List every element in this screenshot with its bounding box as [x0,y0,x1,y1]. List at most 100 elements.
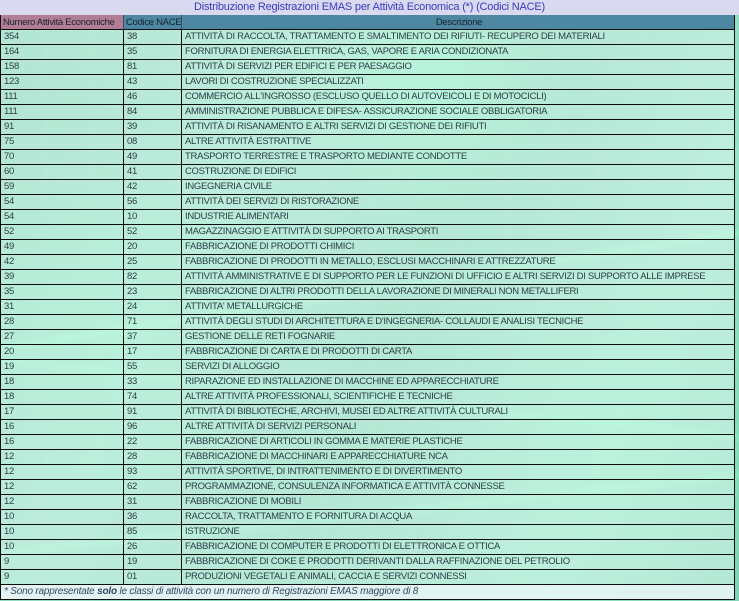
cell-numero-attivita: 12 [4,451,14,462]
table-row: 16 96 ALTRE ATTIVITÀ DI SERVIZI PERSONALI [1,420,734,435]
table-row: 31 24 ATTIVITA' METALLURGICHE [1,300,734,315]
cell-descrizione: FABBRICAZIONE DI CARTA E DI PRODOTTI DI … [181,345,734,359]
cell-descrizione: RACCOLTA, TRATTAMENTO E FORNITURA DI ACQ… [181,510,734,524]
nace-distribution-table: Numero Attività Economiche Codice NACE D… [0,15,735,585]
cell-numero-attivita: 20 [4,346,14,357]
table-header-row: Numero Attività Economiche Codice NACE D… [1,15,734,30]
cell-numero-attivita: 17 [4,406,14,417]
table-row: 9 19 FABBRICAZIONE DI COKE E PRODOTTI DERI… [1,555,734,570]
table-row: 27 37 GESTIONE DELLE RETI FOGNARIE [1,330,734,345]
cell-codice-nace: 33 [123,375,181,389]
cell-codice-nace: 25 [123,255,181,269]
table-row: 59 42 INGEGNERIA CIVILE [1,180,734,195]
cell-numero-attivita: 164 [4,46,19,57]
cell-descrizione: FABBRICAZIONE DI COKE E PRODOTTI DERIVAN… [181,555,734,569]
cell-descrizione: MAGAZZINAGGIO E ATTIVITÀ DI SUPPORTO AI … [181,225,734,239]
cell-descrizione: FABBRICAZIONE DI ARTICOLI IN GOMMA E MAT… [181,435,734,449]
cell-descrizione: ATTIVITÀ DI RISANAMENTO E ALTRI SERVIZI … [181,120,734,134]
cell-codice-nace: 41 [123,165,181,179]
cell-numero-attivita: 12 [4,466,14,477]
cell-descrizione: INDUSTRIE ALIMENTARI [181,210,734,224]
footnote-suffix: le classi di attività con un numero di R… [116,586,419,597]
footnote: * Sono rappresentate solo le classi di a… [0,585,735,600]
table-body: 354 38 ATTIVITÀ DI RACCOLTA, TRATTAMENTO E… [1,30,734,585]
cell-numero-attivita: 19 [4,361,14,372]
cell-descrizione: COSTRUZIONE DI EDIFICI [181,165,734,179]
table-row: 16 22 FABBRICAZIONE DI ARTICOLI IN GOMMA E… [1,435,734,450]
column-header-codice-nace: Codice NACE [123,15,181,29]
cell-codice-nace: 81 [123,60,181,74]
table-row: 12 93 ATTIVITÀ SPORTIVE, DI INTRATTENIMENT… [1,465,734,480]
cell-numero-attivita: 42 [4,256,14,267]
cell-numero-attivita: 10 [4,511,14,522]
table-row: 354 38 ATTIVITÀ DI RACCOLTA, TRATTAMENTO E… [1,30,734,45]
cell-codice-nace: 28 [123,450,181,464]
cell-numero-attivita: 28 [4,316,14,327]
cell-numero-attivita: 35 [4,286,14,297]
cell-descrizione: LAVORI DI COSTRUZIONE SPECIALIZZATI [181,75,734,89]
cell-numero-attivita: 111 [4,106,18,117]
cell-codice-nace: 26 [123,540,181,554]
cell-descrizione: SERVIZI DI ALLOGGIO [181,360,734,374]
cell-descrizione: ATTIVITA' METALLURGICHE [181,300,734,314]
footnote-prefix: * Sono rappresentate [4,586,98,597]
table-row: 75 08 ALTRE ATTIVITÀ ESTRATTIVE [1,135,734,150]
cell-descrizione: FABBRICAZIONE DI MOBILI [181,495,734,509]
cell-numero-attivita: 59 [4,181,14,192]
cell-numero-attivita: 111 [4,91,18,102]
cell-codice-nace: 35 [123,45,181,59]
cell-codice-nace: 20 [123,240,181,254]
cell-codice-nace: 84 [123,105,181,119]
cell-descrizione: PRODUZIONI VEGETALI E ANIMALI, CACCIA E … [181,570,734,584]
footnote-emphasis: solo [97,586,117,597]
table-row: 49 20 FABBRICAZIONE DI PRODOTTI CHIMICI [1,240,734,255]
cell-numero-attivita: 91 [4,121,14,132]
cell-numero-attivita: 54 [4,196,14,207]
table-row: 10 36 RACCOLTA, TRATTAMENTO E FORNITURA DI… [1,510,734,525]
cell-codice-nace: 52 [123,225,181,239]
cell-numero-attivita: 9 [4,571,9,582]
cell-descrizione: ATTIVITÀ DI RACCOLTA, TRATTAMENTO E SMAL… [181,30,734,44]
cell-codice-nace: 22 [123,435,181,449]
table-row: 70 49 TRASPORTO TERRESTRE E TRASPORTO MEDI… [1,150,734,165]
cell-descrizione: ISTRUZIONE [181,525,734,539]
cell-descrizione: FABBRICAZIONE DI ALTRI PRODOTTI DELLA LA… [181,285,734,299]
cell-codice-nace: 24 [123,300,181,314]
cell-descrizione: FABBRICAZIONE DI COMPUTER E PRODOTTI DI … [181,540,734,554]
cell-numero-attivita: 12 [4,481,14,492]
cell-codice-nace: 39 [123,120,181,134]
table-row: 19 55 SERVIZI DI ALLOGGIO [1,360,734,375]
table-row: 54 10 INDUSTRIE ALIMENTARI [1,210,734,225]
cell-numero-attivita: 16 [4,436,14,447]
cell-codice-nace: 31 [123,495,181,509]
cell-descrizione: FABBRICAZIONE DI PRODOTTI IN METALLO, ES… [181,255,734,269]
cell-codice-nace: 71 [123,315,181,329]
cell-descrizione: ATTIVITÀ DEGLI STUDI DI ARCHITETTURA E D… [181,315,734,329]
cell-numero-attivita: 54 [4,211,14,222]
cell-descrizione: ATTIVITÀ DEI SERVIZI DI RISTORAZIONE [181,195,734,209]
page-title: Distribuzione Registrazioni EMAS per Att… [0,0,739,15]
cell-codice-nace: 42 [123,180,181,194]
cell-codice-nace: 01 [123,570,181,584]
table-row: 60 41 COSTRUZIONE DI EDIFICI [1,165,734,180]
cell-descrizione: FORNITURA DI ENERGIA ELETTRICA, GAS, VAP… [181,45,734,59]
cell-descrizione: ATTIVITÀ DI SERVIZI PER EDIFICI E PER PA… [181,60,734,74]
table-row: 111 46 COMMERCIO ALL'INGROSSO (ESCLUSO QUE… [1,90,734,105]
table-row: 18 74 ALTRE ATTIVITÀ PROFESSIONALI, SCIENT… [1,390,734,405]
cell-numero-attivita: 18 [4,391,14,402]
cell-descrizione: COMMERCIO ALL'INGROSSO (ESCLUSO QUELLO D… [181,90,734,104]
cell-numero-attivita: 354 [4,31,19,42]
cell-numero-attivita: 75 [4,136,14,147]
cell-descrizione: RIPARAZIONE ED INSTALLAZIONE DI MACCHINE… [181,375,734,389]
cell-descrizione: ALTRE ATTIVITÀ ESTRATTIVE [181,135,734,149]
cell-codice-nace: 55 [123,360,181,374]
cell-codice-nace: 96 [123,420,181,434]
table-row: 28 71 ATTIVITÀ DEGLI STUDI DI ARCHITETTURA… [1,315,734,330]
cell-codice-nace: 46 [123,90,181,104]
cell-descrizione: FABBRICAZIONE DI MACCHINARI E APPARECCHI… [181,450,734,464]
cell-codice-nace: 10 [123,210,181,224]
cell-codice-nace: 17 [123,345,181,359]
cell-numero-attivita: 123 [4,76,19,87]
table-row: 20 17 FABBRICAZIONE DI CARTA E DI PRODOTTI… [1,345,734,360]
